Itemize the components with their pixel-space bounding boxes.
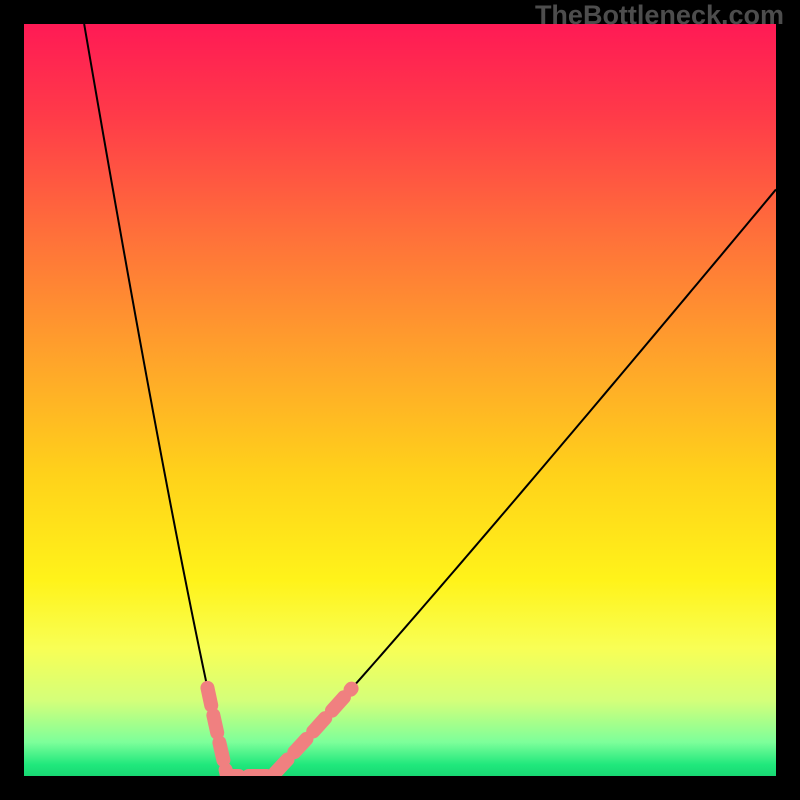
- watermark-text: TheBottleneck.com: [535, 0, 784, 31]
- curve-main: [84, 24, 776, 776]
- bottleneck-curve: [24, 24, 776, 776]
- overlay-segment-0: [207, 688, 351, 776]
